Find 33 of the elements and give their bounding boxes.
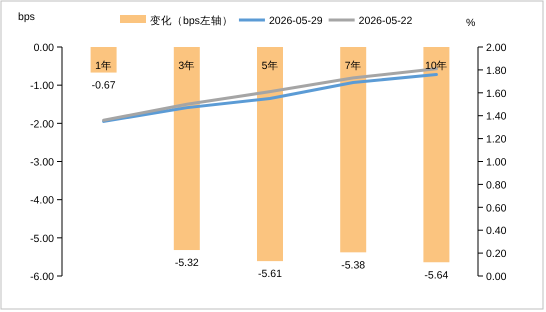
y2-tick-label: 0.00 [486,271,507,283]
legend-label: 2026-05-22 [358,15,413,27]
y2-axis-title: % [466,17,476,29]
y2-tick-label: 0.60 [486,202,507,214]
y2-tick-label: 1.80 [486,64,507,77]
x-tick-label: 5年 [262,60,278,72]
y-tick-label: 0.00 [34,42,54,54]
y-tick-label: -3.00 [30,156,54,168]
data-label: -5.32 [174,257,199,270]
y-tick-label: -1.00 [30,80,54,92]
legend-label: 变化（bps左轴） [150,14,233,27]
y2-tick-label: 1.60 [486,88,507,100]
y2-tick-label: 1.20 [486,134,507,146]
data-label: -5.61 [258,268,282,280]
x-tick-label: 10年 [425,60,448,72]
x-tick-label: 3年 [178,60,196,72]
y-tick-label: -2.00 [30,118,54,130]
data-label: -5.38 [341,259,366,272]
y-tick-label: -6.00 [30,271,54,283]
y-tick-label: -5.00 [30,232,54,245]
legend-label: 2026-05-29 [268,15,323,27]
data-label: -5.64 [424,269,449,282]
x-tick-label: 7年 [344,60,362,72]
y2-tick-label: 0.20 [486,248,507,260]
y2-tick-label: 0.80 [486,179,507,192]
data-label: -0.67 [92,80,116,92]
y2-tick-label: 1.40 [486,110,507,123]
y2-tick-label: 2.00 [486,42,507,54]
y2-tick-label: 0.40 [486,225,507,238]
x-tick-label: 1年 [95,60,112,72]
y-axis-title: bps [18,11,35,23]
y2-tick-label: 1.00 [486,156,507,168]
y-tick-label: -4.00 [30,194,54,207]
